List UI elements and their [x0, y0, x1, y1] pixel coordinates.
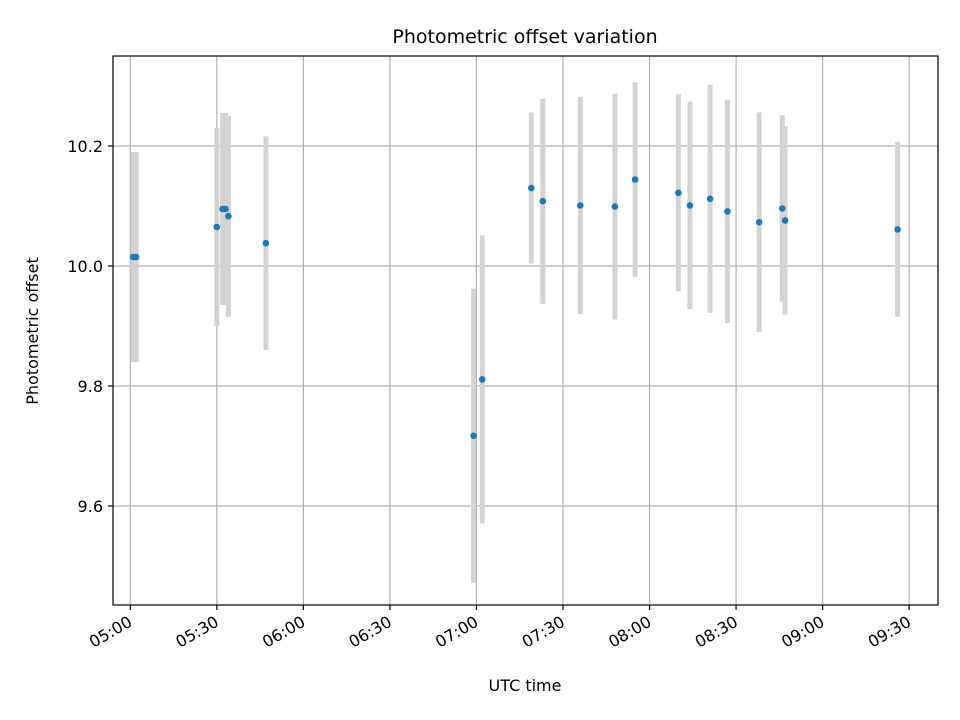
- data-point: [132, 253, 140, 261]
- y-axis-label: Photometric offset: [23, 257, 42, 405]
- x-axis-label: UTC time: [489, 676, 562, 695]
- y-tick-label: 9.8: [78, 377, 103, 396]
- data-point: [631, 176, 639, 183]
- data-point: [686, 202, 694, 209]
- data-point: [539, 197, 547, 205]
- data-point: [527, 184, 535, 192]
- y-tick-label: 10.0: [67, 257, 103, 276]
- plot-frame: [112, 55, 939, 606]
- data-points: [129, 176, 901, 440]
- data-point: [478, 376, 486, 383]
- data-point: [577, 202, 584, 209]
- data-point: [706, 195, 714, 203]
- data-point: [225, 212, 232, 220]
- data-point: [213, 223, 221, 231]
- data-point: [675, 189, 682, 197]
- data-point: [781, 217, 789, 224]
- y-tick-label: 9.6: [78, 497, 103, 516]
- data-point: [470, 432, 477, 440]
- data-point: [894, 226, 901, 233]
- data-point: [778, 205, 786, 212]
- data-point: [724, 208, 731, 215]
- grid: [113, 56, 938, 605]
- data-point: [611, 203, 619, 210]
- y-tick-label: 10.2: [67, 137, 103, 156]
- data-point: [262, 239, 270, 247]
- chart-title: Photometric offset variation: [392, 26, 657, 48]
- data-point: [222, 205, 229, 213]
- data-point: [755, 218, 763, 226]
